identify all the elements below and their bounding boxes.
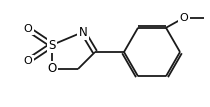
Text: O: O xyxy=(180,13,188,23)
Text: N: N xyxy=(79,25,87,39)
Text: O: O xyxy=(24,24,32,34)
Text: O: O xyxy=(24,56,32,66)
Text: O: O xyxy=(47,62,57,76)
Text: S: S xyxy=(48,39,56,51)
